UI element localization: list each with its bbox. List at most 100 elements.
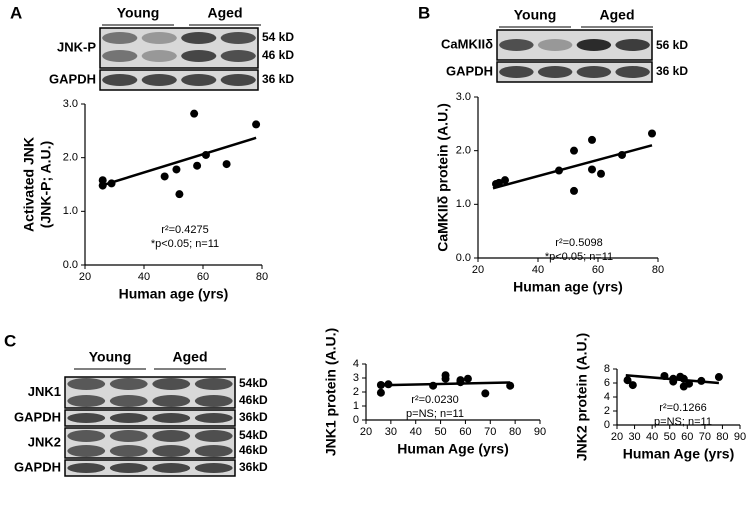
blot-band bbox=[220, 32, 256, 44]
y-axis-label: Activated JNK bbox=[21, 137, 37, 232]
data-point bbox=[628, 381, 637, 390]
blot-band bbox=[152, 430, 191, 442]
data-point bbox=[714, 373, 723, 382]
y-tick-label: 4 bbox=[604, 391, 610, 403]
blot-band bbox=[194, 395, 233, 407]
blot-band bbox=[67, 430, 106, 442]
x-tick-label: 40 bbox=[646, 431, 658, 443]
x-tick-label: 40 bbox=[410, 426, 422, 438]
blot-band bbox=[102, 50, 138, 62]
size-label: 36 kD bbox=[656, 64, 688, 78]
x-tick-label: 80 bbox=[716, 431, 728, 443]
x-tick-label: 60 bbox=[459, 426, 471, 438]
x-tick-label: 60 bbox=[197, 271, 209, 283]
data-point bbox=[648, 129, 656, 138]
y-tick-label: 2 bbox=[604, 405, 610, 417]
lane-header: Young bbox=[89, 349, 132, 365]
annotation: r²=0.5098 bbox=[555, 237, 602, 249]
x-tick-label: 40 bbox=[138, 271, 150, 283]
y-tick-label: 0 bbox=[604, 419, 610, 431]
blot-band bbox=[102, 74, 138, 86]
blot-band bbox=[220, 74, 256, 86]
size-label: 46 kD bbox=[262, 48, 294, 62]
size-label: 36kD bbox=[239, 460, 268, 474]
y-axis-label: JNK1 protein (A.U.) bbox=[323, 328, 339, 456]
x-tick-label: 60 bbox=[592, 264, 604, 276]
annotation: r²=0.4275 bbox=[161, 224, 208, 236]
data-point bbox=[172, 165, 181, 174]
x-tick-label: 30 bbox=[628, 431, 640, 443]
x-tick-label: 80 bbox=[256, 271, 268, 283]
y-tick-label: 3.0 bbox=[456, 91, 471, 103]
blot-band bbox=[152, 378, 191, 390]
blot-row bbox=[64, 409, 236, 427]
blot-band bbox=[109, 413, 148, 423]
blot-band bbox=[499, 66, 534, 78]
annotation: p=NS; n=11 bbox=[654, 416, 712, 428]
x-axis-label: Human Age (yrs) bbox=[623, 446, 735, 462]
x-tick-label: 20 bbox=[611, 431, 623, 443]
y-tick-label: 0.0 bbox=[456, 252, 471, 264]
size-label: 36 kD bbox=[262, 72, 294, 86]
protein-label: GAPDH bbox=[446, 63, 493, 78]
y-tick-label: 2 bbox=[353, 386, 359, 398]
blot-band bbox=[67, 378, 106, 390]
x-tick-label: 70 bbox=[699, 431, 711, 443]
blot-band bbox=[109, 430, 148, 442]
data-point bbox=[107, 179, 116, 188]
y-tick-label: 8 bbox=[604, 363, 610, 375]
blot-band bbox=[194, 463, 233, 473]
protein-label: GAPDH bbox=[14, 409, 61, 424]
y-axis-label: JNK2 protein (A.U.) bbox=[574, 333, 590, 461]
blot-band bbox=[141, 74, 177, 86]
blot-band bbox=[615, 66, 650, 78]
x-tick-label: 40 bbox=[532, 264, 544, 276]
x-tick-label: 90 bbox=[734, 431, 746, 443]
x-tick-label: 60 bbox=[681, 431, 693, 443]
size-label: 56 kD bbox=[656, 38, 688, 52]
blot-band bbox=[499, 39, 534, 51]
data-point bbox=[697, 376, 706, 385]
data-point bbox=[481, 389, 490, 398]
blot-band bbox=[194, 430, 233, 442]
data-point bbox=[597, 169, 605, 178]
data-point bbox=[501, 176, 509, 185]
blot-band bbox=[537, 66, 573, 78]
x-axis-label: Human Age (yrs) bbox=[397, 441, 509, 457]
protein-label: JNK-P bbox=[57, 39, 96, 54]
annotation: p=NS; n=11 bbox=[406, 408, 464, 420]
x-tick-label: 50 bbox=[434, 426, 446, 438]
blot-band bbox=[194, 445, 233, 457]
blot-band bbox=[109, 463, 148, 473]
lane-header: Young bbox=[117, 5, 160, 21]
blot-band bbox=[67, 395, 106, 407]
y-axis-label: (JNK-P; A.U.) bbox=[38, 141, 54, 228]
blot-band bbox=[152, 395, 191, 407]
blot-band bbox=[220, 50, 256, 62]
data-point bbox=[570, 186, 578, 195]
data-point bbox=[570, 146, 578, 155]
blot-band bbox=[141, 50, 177, 62]
blot-row bbox=[496, 61, 653, 83]
blot-band bbox=[109, 378, 148, 390]
regression-line bbox=[99, 136, 257, 188]
regression-line bbox=[378, 381, 511, 387]
data-point bbox=[376, 388, 385, 397]
y-tick-label: 0.0 bbox=[63, 259, 78, 271]
data-point bbox=[160, 172, 169, 181]
data-point bbox=[429, 381, 438, 390]
blot-band bbox=[576, 66, 612, 78]
data-point bbox=[252, 120, 261, 129]
y-tick-label: 3.0 bbox=[63, 98, 78, 110]
protein-label: CaMKIIδ bbox=[441, 36, 493, 51]
x-tick-label: 80 bbox=[509, 426, 521, 438]
data-point bbox=[660, 372, 669, 380]
y-tick-label: 2.0 bbox=[63, 152, 78, 164]
blot-band bbox=[152, 445, 191, 457]
blot-band bbox=[152, 413, 191, 423]
panel-letter: C bbox=[4, 331, 16, 350]
size-label: 36kD bbox=[239, 410, 268, 424]
annotation: r²=0.1266 bbox=[659, 402, 706, 414]
lane-header: Aged bbox=[208, 5, 243, 21]
